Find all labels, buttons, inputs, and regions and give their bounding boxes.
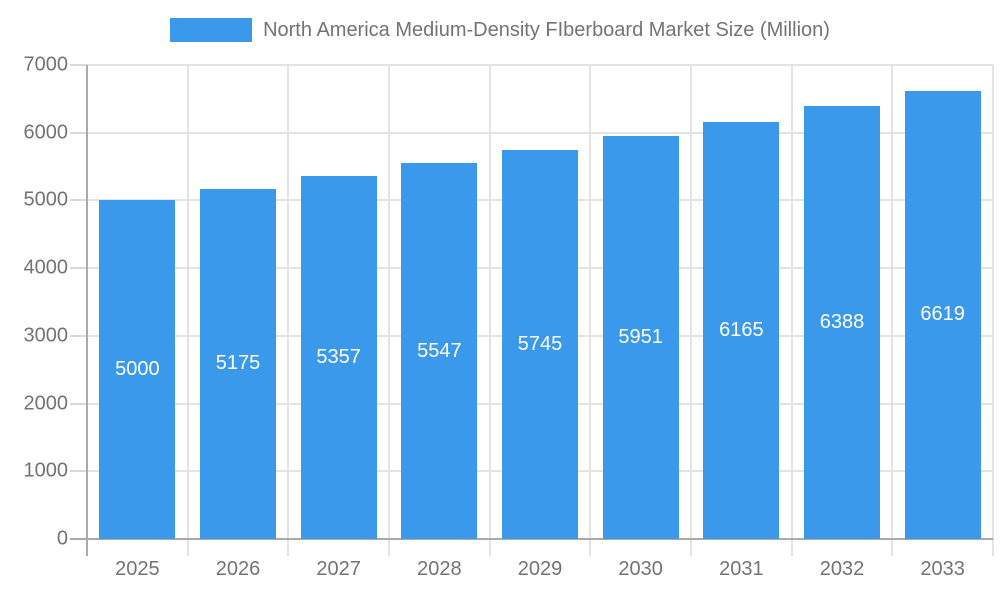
y-axis-tick: [70, 199, 87, 202]
bar-value-label: 5951: [618, 326, 663, 348]
bar: 5745: [502, 149, 578, 539]
x-axis-tick-label: 2029: [517, 558, 563, 580]
gridline-vertical: [488, 65, 491, 556]
y-axis-tick: [70, 470, 87, 473]
bar: 6619: [904, 90, 981, 539]
bar-value-label: 5745: [517, 332, 563, 355]
bar-value-label: 5357: [316, 346, 361, 369]
bar-value-label: 6388: [819, 311, 865, 334]
gridline-horizontal: [87, 64, 993, 66]
y-axis-tick-label: 4000: [23, 256, 69, 279]
y-axis-tick: [70, 267, 87, 270]
legend-swatch: [170, 18, 253, 42]
x-axis-tick-label: 2028: [417, 558, 462, 580]
y-axis-tick: [70, 402, 87, 405]
bar-value-label: 6165: [719, 318, 764, 341]
bar: 6388: [804, 106, 880, 539]
gridline-vertical: [992, 65, 994, 556]
gridline-vertical: [891, 65, 894, 556]
y-axis-tick: [70, 334, 87, 337]
bar: 6165: [703, 121, 780, 539]
bar: 5357: [300, 176, 377, 539]
bar: 5547: [401, 163, 478, 539]
y-axis-line: [86, 65, 88, 556]
bar: 5175: [200, 188, 276, 539]
x-axis-tick-label: 2027: [316, 558, 361, 580]
y-axis-tick-label: 5000: [23, 188, 69, 211]
y-axis-tick-label: 1000: [23, 459, 69, 482]
gridline-vertical: [388, 65, 390, 556]
y-axis-tick: [70, 64, 87, 66]
x-axis-line: [70, 538, 993, 540]
x-axis-tick-label: 2031: [719, 558, 764, 580]
y-axis-tick-label: 7000: [23, 53, 69, 76]
gridline-vertical: [186, 65, 189, 556]
x-axis-tick-label: 2025: [115, 558, 160, 580]
y-axis-tick-label: 2000: [23, 392, 69, 415]
x-axis-tick-label: 2026: [215, 558, 261, 580]
gridline-horizontal: [87, 131, 993, 134]
legend-label: North America Medium-Density FIberboard …: [263, 18, 830, 41]
y-axis-tick: [70, 131, 87, 134]
gridline-vertical: [589, 65, 592, 556]
bar: 5951: [602, 136, 679, 539]
gridline-vertical: [790, 65, 793, 556]
legend[interactable]: North America Medium-Density FIberboard …: [0, 18, 1000, 42]
gridline-vertical: [287, 65, 290, 556]
bar-value-label: 6619: [920, 303, 965, 326]
bar-value-label: 5175: [215, 352, 261, 375]
bar: 5000: [99, 200, 176, 539]
bar-value-label: 5547: [417, 339, 462, 362]
bar-value-label: 5000: [115, 358, 160, 381]
y-axis-tick-label: 0: [56, 527, 68, 550]
x-axis-tick-label: 2032: [819, 558, 865, 580]
x-axis-tick-label: 2033: [920, 558, 965, 580]
y-axis-tick-label: 6000: [23, 121, 69, 144]
x-axis-tick-label: 2030: [618, 558, 663, 580]
gridline-vertical: [690, 65, 692, 556]
y-axis-tick-label: 3000: [23, 324, 69, 347]
